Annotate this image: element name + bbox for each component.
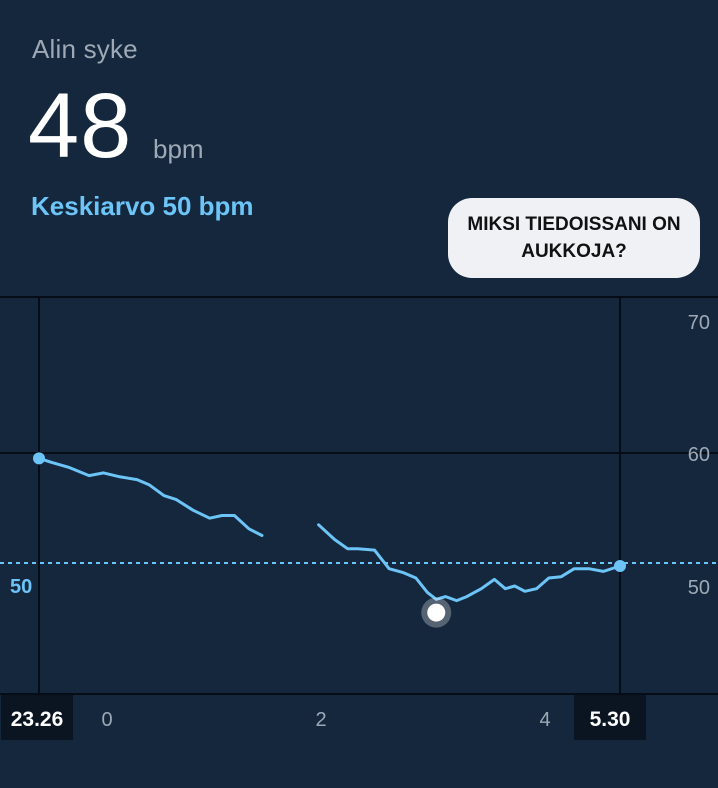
y-tick-label: 70 <box>688 312 710 334</box>
min-heart-rate-value: 48 <box>28 75 133 177</box>
chart-markers <box>33 452 626 628</box>
chart-grid <box>0 296 718 695</box>
y-tick-label: 60 <box>688 444 710 466</box>
average-label: 50 <box>10 576 32 598</box>
minimum-point <box>427 603 446 622</box>
x-start-label: 23.26 <box>11 708 64 731</box>
x-end-label-bg <box>574 695 646 740</box>
end-point <box>614 560 626 573</box>
chart-title: Alin syke <box>32 34 138 64</box>
chart-lines <box>37 456 622 603</box>
x-start-label-bg <box>1 695 73 740</box>
x-tick-label: 2 <box>315 709 326 731</box>
average-heart-rate: Keskiarvo 50 bpm <box>31 191 254 221</box>
chart-labels: 70 60 50 50 23.26 0 2 4 5.30 <box>1 312 710 740</box>
heart-rate-line-segment <box>37 456 264 537</box>
heart-rate-line-segment <box>317 523 622 603</box>
x-end-label: 5.30 <box>590 708 631 731</box>
start-point <box>33 452 45 465</box>
x-tick-label: 4 <box>539 709 550 731</box>
data-gaps-help-button[interactable]: MIKSI TIEDOISSANI ON AUKKOJA? <box>448 198 700 278</box>
y-tick-label: 50 <box>688 577 710 599</box>
min-heart-rate-unit: bpm <box>153 134 204 164</box>
x-tick-label: 0 <box>101 709 112 731</box>
